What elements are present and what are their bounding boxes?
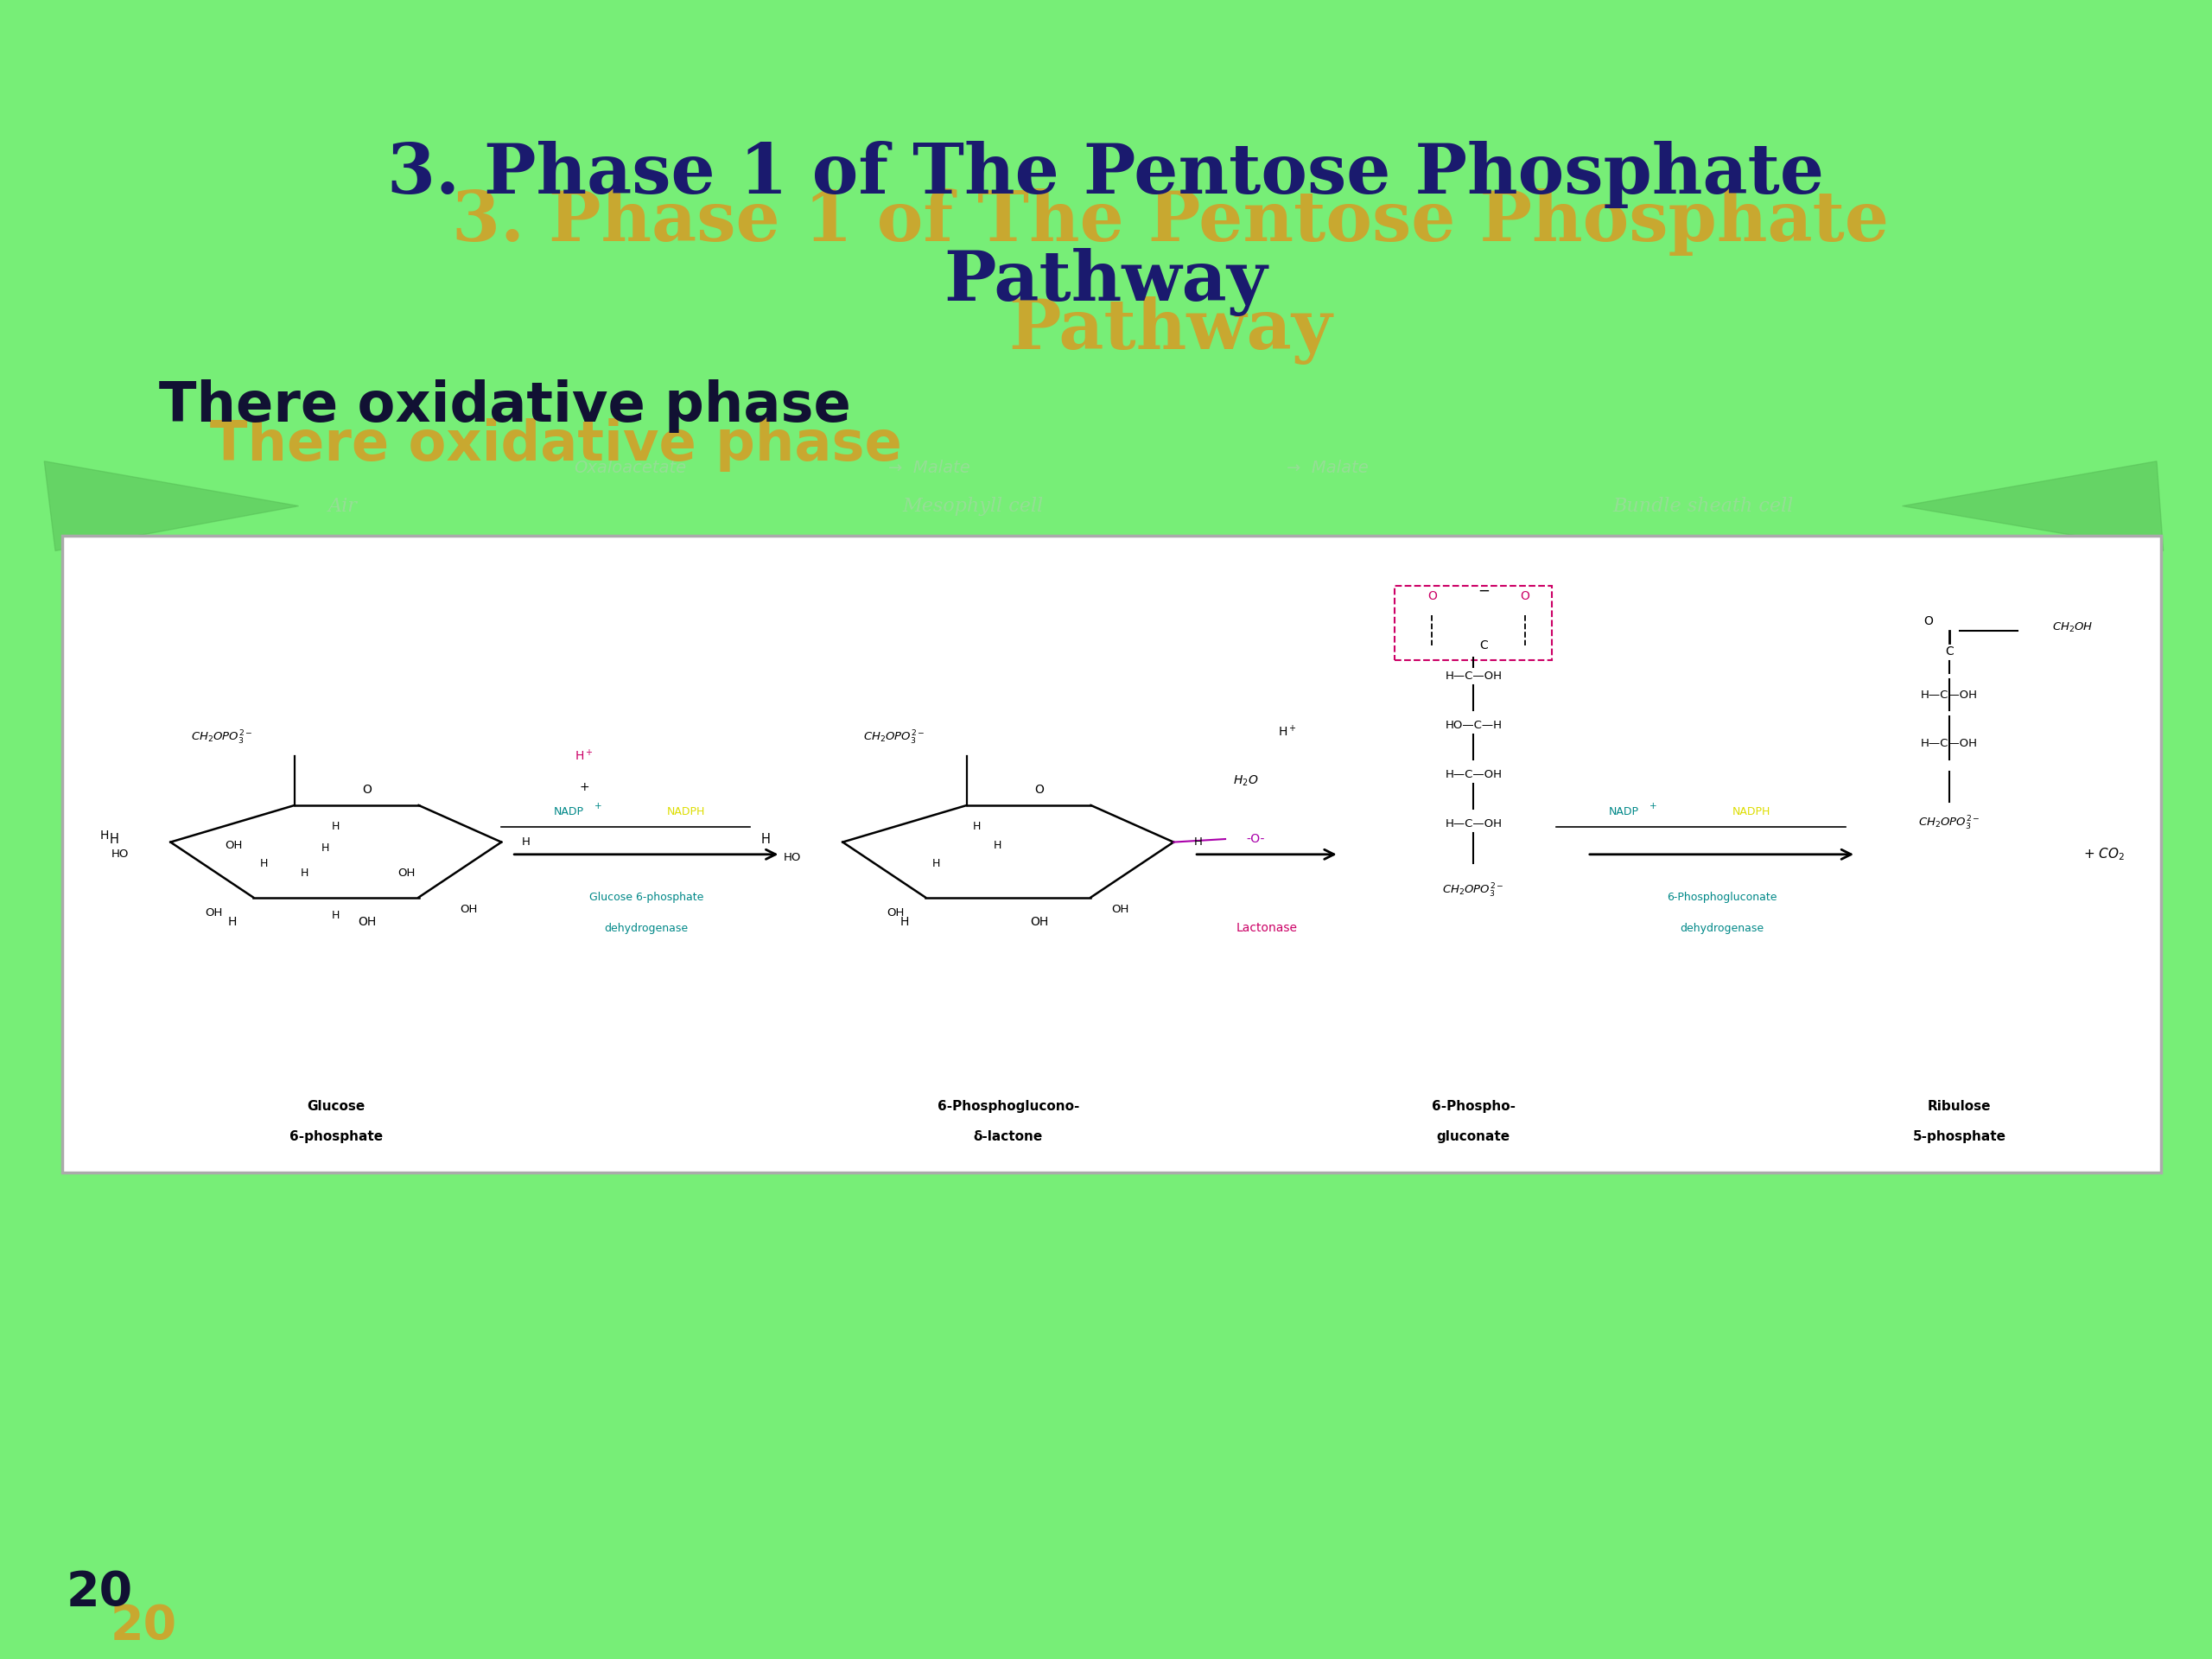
Text: 6-phosphate: 6-phosphate bbox=[290, 1130, 383, 1143]
Text: $CH_2OPO_3^{2-}$: $CH_2OPO_3^{2-}$ bbox=[190, 728, 252, 747]
Text: O: O bbox=[363, 785, 372, 796]
Text: H—C—OH: H—C—OH bbox=[1920, 688, 1978, 700]
Text: Oxaloacetate: Oxaloacetate bbox=[575, 460, 686, 476]
Text: O: O bbox=[1924, 615, 1933, 627]
Text: C: C bbox=[1944, 645, 1953, 659]
Text: H: H bbox=[761, 833, 770, 846]
Text: H$^+$: H$^+$ bbox=[1279, 723, 1296, 740]
Text: $CH_2OPO_3^{2-}$: $CH_2OPO_3^{2-}$ bbox=[863, 728, 925, 747]
Text: H: H bbox=[993, 839, 1002, 851]
Text: HO—C—H: HO—C—H bbox=[1444, 720, 1502, 732]
Text: δ-lactone: δ-lactone bbox=[973, 1130, 1042, 1143]
Text: O: O bbox=[1520, 591, 1531, 602]
Text: H: H bbox=[332, 821, 341, 833]
Text: →  Malate: → Malate bbox=[1285, 460, 1369, 476]
Text: Pathway: Pathway bbox=[945, 247, 1267, 317]
Text: 5-phosphate: 5-phosphate bbox=[1913, 1130, 2006, 1143]
Text: H: H bbox=[1194, 836, 1203, 848]
Text: H: H bbox=[228, 916, 237, 927]
Text: Pathway: Pathway bbox=[1009, 295, 1332, 365]
Text: OH: OH bbox=[460, 904, 478, 916]
Text: NADP: NADP bbox=[553, 806, 584, 816]
Text: H: H bbox=[522, 836, 531, 848]
FancyBboxPatch shape bbox=[62, 536, 2161, 1173]
Text: -O-: -O- bbox=[1245, 833, 1265, 844]
Text: +: + bbox=[1650, 803, 1657, 811]
Text: H: H bbox=[931, 858, 940, 869]
Text: $CH_2OH$: $CH_2OH$ bbox=[2053, 620, 2093, 634]
Text: H: H bbox=[301, 868, 310, 878]
Text: Glucose 6-phosphate: Glucose 6-phosphate bbox=[588, 893, 703, 902]
Text: −: − bbox=[1478, 582, 1491, 599]
Text: NADP: NADP bbox=[1608, 806, 1639, 816]
Text: There oxidative phase: There oxidative phase bbox=[210, 418, 902, 471]
Text: OH: OH bbox=[1110, 904, 1128, 916]
Text: H—C—OH: H—C—OH bbox=[1444, 770, 1502, 780]
Text: H: H bbox=[973, 821, 982, 833]
Text: H—C—OH: H—C—OH bbox=[1920, 738, 1978, 750]
Text: +: + bbox=[595, 803, 602, 811]
Text: H—C—OH: H—C—OH bbox=[1444, 670, 1502, 682]
Text: 6-Phosphogluconate: 6-Phosphogluconate bbox=[1666, 893, 1776, 902]
Text: $+\ CO_2$: $+\ CO_2$ bbox=[2084, 846, 2126, 863]
Text: HO: HO bbox=[783, 851, 801, 863]
Text: H$^+$: H$^+$ bbox=[575, 748, 593, 763]
Text: Air: Air bbox=[327, 496, 358, 516]
Text: OH: OH bbox=[226, 839, 243, 851]
Text: $H_2O$: $H_2O$ bbox=[1234, 773, 1259, 788]
Text: O: O bbox=[1035, 785, 1044, 796]
Text: Bundle sheath cell: Bundle sheath cell bbox=[1613, 496, 1794, 516]
Text: $CH_2OPO_3^{2-}$: $CH_2OPO_3^{2-}$ bbox=[1442, 883, 1504, 899]
Text: OH: OH bbox=[204, 907, 221, 919]
Text: Lactonase: Lactonase bbox=[1237, 922, 1296, 934]
Text: →  Malate: → Malate bbox=[887, 460, 971, 476]
Text: HO: HO bbox=[111, 849, 128, 859]
Text: H: H bbox=[332, 911, 341, 921]
Text: Ribulose: Ribulose bbox=[1927, 1100, 1991, 1113]
Text: 20: 20 bbox=[111, 1603, 177, 1649]
Polygon shape bbox=[1902, 461, 2163, 551]
Text: OH: OH bbox=[398, 868, 416, 878]
Text: H—C—OH: H—C—OH bbox=[1444, 818, 1502, 830]
Text: dehydrogenase: dehydrogenase bbox=[604, 922, 688, 934]
Text: OH: OH bbox=[358, 916, 376, 927]
Text: O: O bbox=[1427, 591, 1438, 602]
Text: H: H bbox=[321, 843, 330, 854]
Text: 6-Phospho-: 6-Phospho- bbox=[1431, 1100, 1515, 1113]
Polygon shape bbox=[44, 461, 299, 551]
Text: Mesophyll cell: Mesophyll cell bbox=[902, 496, 1044, 516]
Text: gluconate: gluconate bbox=[1436, 1130, 1511, 1143]
Text: OH: OH bbox=[887, 907, 905, 919]
Text: H: H bbox=[100, 830, 108, 843]
Text: H: H bbox=[259, 858, 268, 869]
Text: NADPH: NADPH bbox=[666, 806, 706, 816]
Text: 20: 20 bbox=[66, 1569, 133, 1616]
Text: C: C bbox=[1480, 640, 1489, 652]
Text: There oxidative phase: There oxidative phase bbox=[159, 380, 852, 433]
Text: +: + bbox=[580, 781, 588, 793]
Text: dehydrogenase: dehydrogenase bbox=[1679, 922, 1763, 934]
Text: 3. Phase 1 of The Pentose Phosphate: 3. Phase 1 of The Pentose Phosphate bbox=[387, 141, 1825, 207]
Text: $CH_2OPO_3^{2-}$: $CH_2OPO_3^{2-}$ bbox=[1918, 815, 1980, 833]
Text: NADPH: NADPH bbox=[1732, 806, 1770, 816]
Text: OH: OH bbox=[1031, 916, 1048, 927]
Text: H: H bbox=[900, 916, 909, 927]
Text: 6-Phosphoglucono-: 6-Phosphoglucono- bbox=[938, 1100, 1079, 1113]
Text: Glucose: Glucose bbox=[307, 1100, 365, 1113]
Text: H: H bbox=[108, 833, 119, 846]
Text: 3. Phase 1 of The Pentose Phosphate: 3. Phase 1 of The Pentose Phosphate bbox=[451, 189, 1889, 255]
